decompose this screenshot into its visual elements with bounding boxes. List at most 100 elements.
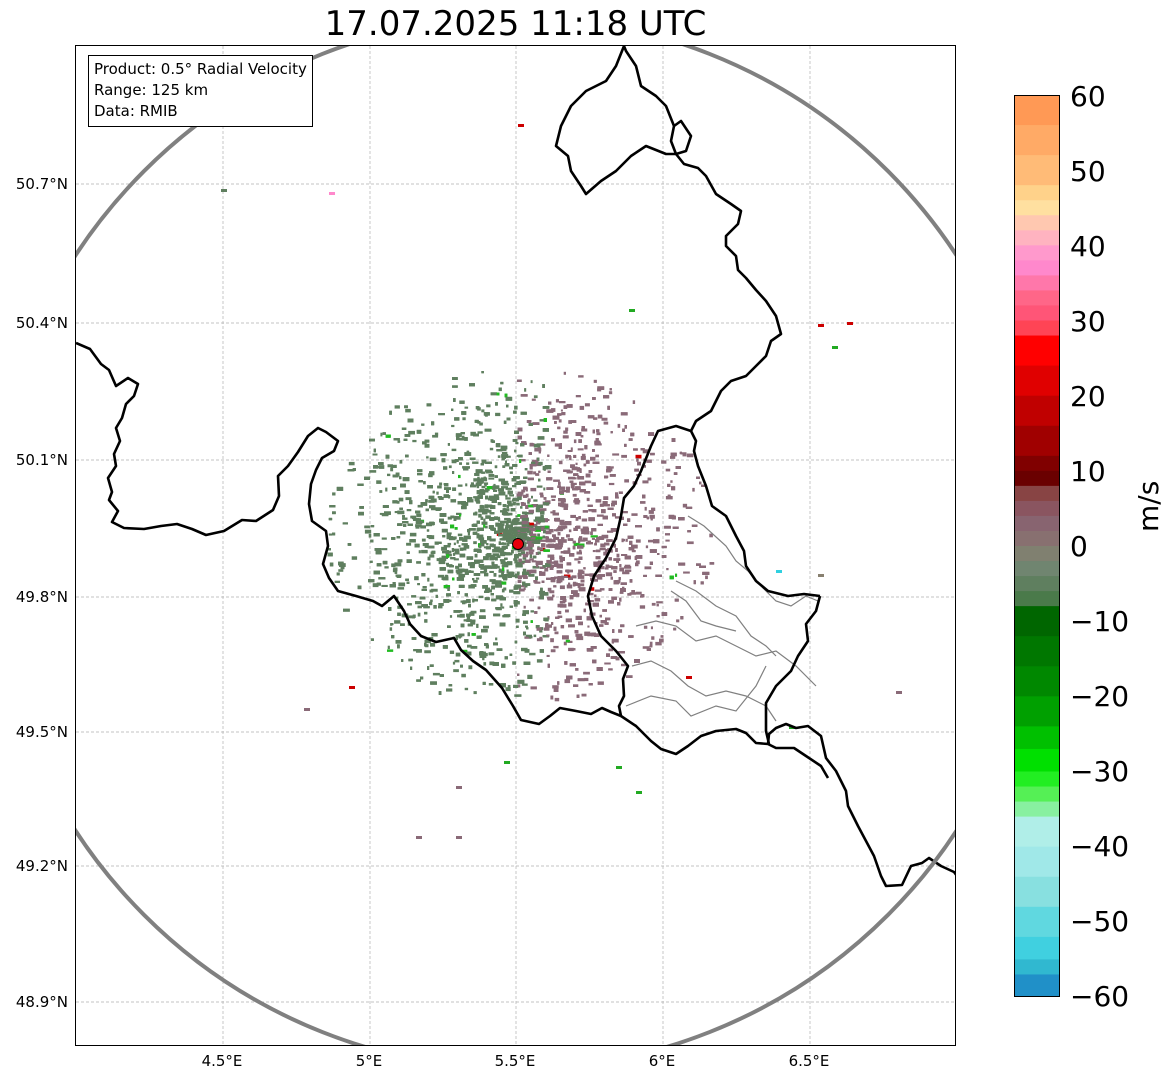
echo-pixel bbox=[488, 497, 491, 501]
echo-pixel bbox=[505, 460, 507, 465]
echo-pixel bbox=[327, 552, 333, 557]
echo-pixel bbox=[603, 551, 608, 556]
echo-pixel bbox=[495, 402, 498, 406]
echo-pixel bbox=[364, 476, 370, 480]
echo-pixel bbox=[501, 588, 505, 593]
echo-pixel bbox=[469, 564, 475, 569]
colorbar-band bbox=[1014, 576, 1060, 592]
echo-pixel bbox=[484, 428, 492, 432]
echo-pixel bbox=[570, 648, 576, 651]
echo-pixel bbox=[527, 674, 533, 679]
echo-pixel bbox=[428, 473, 433, 478]
echo-pixel bbox=[590, 646, 597, 649]
echo-pixel bbox=[563, 641, 567, 646]
echo-pixel bbox=[526, 528, 529, 532]
echo-pixel bbox=[556, 564, 563, 569]
echo-pixel bbox=[453, 548, 459, 551]
echo-pixel bbox=[556, 579, 561, 584]
echo-pixel bbox=[446, 532, 452, 535]
echo-pixel bbox=[523, 525, 526, 529]
echo-pixel bbox=[407, 418, 414, 423]
echo-pixel bbox=[440, 453, 447, 457]
echo-pixel bbox=[471, 633, 476, 636]
echo-pixel bbox=[601, 509, 606, 514]
echo-pixel bbox=[580, 528, 584, 532]
echo-pixel bbox=[560, 409, 563, 412]
echo-pixel bbox=[463, 545, 470, 549]
colorbar-tick-60: 60 bbox=[1070, 80, 1106, 113]
echo-pixel bbox=[521, 520, 528, 525]
echo-pixel bbox=[415, 518, 421, 521]
echo-pixel bbox=[453, 398, 456, 402]
echo-pixel bbox=[402, 477, 410, 482]
echo-pixel bbox=[439, 674, 444, 677]
echo-pixel bbox=[528, 423, 533, 426]
echo-pixel bbox=[592, 550, 596, 553]
echo-pixel bbox=[609, 388, 612, 391]
echo-pixel bbox=[494, 530, 500, 534]
admin-borders bbox=[625, 515, 819, 722]
echo-pixel bbox=[553, 536, 560, 540]
echo-pixel bbox=[404, 434, 411, 437]
echo-pixel bbox=[545, 525, 549, 528]
echo-pixel bbox=[593, 561, 600, 566]
echo-pixel bbox=[598, 443, 602, 446]
echo-pixel bbox=[613, 558, 621, 561]
echo-pixel bbox=[593, 578, 598, 582]
echo-pixel bbox=[477, 495, 483, 499]
echo-pixel bbox=[661, 555, 667, 558]
echo-pixel bbox=[468, 528, 476, 531]
echo-pixel bbox=[547, 554, 555, 558]
echo-pixel bbox=[642, 646, 650, 649]
echo-pixel bbox=[569, 456, 572, 461]
echo-pixel bbox=[529, 652, 536, 656]
echo-pixel bbox=[457, 591, 460, 595]
echo-pixel bbox=[610, 576, 613, 580]
echo-pixel bbox=[611, 638, 619, 643]
echo-pixel bbox=[544, 465, 552, 470]
echo-pixel bbox=[520, 411, 527, 415]
echo-pixel bbox=[609, 474, 616, 477]
echo-pixel bbox=[579, 539, 585, 542]
echo-pixel bbox=[456, 512, 462, 515]
echo-pixel bbox=[441, 555, 448, 559]
echo-pixel bbox=[543, 502, 550, 506]
echo-pixel bbox=[404, 490, 410, 494]
echo-pixel bbox=[449, 650, 455, 654]
echo-pixel bbox=[507, 574, 512, 578]
echo-pixel bbox=[536, 638, 543, 642]
radar-site-marker[interactable] bbox=[512, 538, 524, 550]
echo-pixel bbox=[632, 400, 636, 404]
echo-pixel bbox=[542, 428, 549, 432]
echo-pixel bbox=[521, 489, 525, 493]
echo-pixel bbox=[392, 487, 397, 490]
echo-pixel bbox=[480, 516, 484, 520]
echo-pixel bbox=[554, 697, 560, 702]
echo-pixel bbox=[521, 547, 527, 551]
echo-pixel bbox=[550, 649, 556, 653]
echo-pixel bbox=[520, 528, 527, 532]
colorbar-band bbox=[1014, 200, 1060, 216]
echo-pixel bbox=[447, 550, 452, 554]
radar-map[interactable] bbox=[75, 45, 956, 1046]
echo-pixel bbox=[495, 443, 501, 448]
echo-pixel bbox=[675, 573, 678, 577]
echo-pixel bbox=[610, 528, 618, 532]
echo-pixel bbox=[575, 633, 583, 637]
echo-pixel bbox=[426, 562, 431, 566]
echo-pixel bbox=[494, 565, 500, 569]
echo-pixel bbox=[470, 482, 474, 486]
echo-pixel bbox=[483, 521, 488, 525]
echo-pixel bbox=[338, 561, 344, 566]
echo-pixel bbox=[619, 591, 624, 594]
echo-pixel bbox=[437, 485, 442, 489]
echo-pixel bbox=[480, 651, 486, 655]
echo-pixel bbox=[504, 393, 508, 398]
echo-pixel bbox=[655, 574, 662, 577]
echo-pixel bbox=[581, 518, 588, 522]
echo-pixel bbox=[536, 485, 543, 488]
echo-pixel bbox=[391, 635, 395, 639]
colorbar-band bbox=[1014, 771, 1060, 788]
echo-pixel bbox=[443, 599, 450, 603]
echo-pixel bbox=[676, 619, 680, 623]
